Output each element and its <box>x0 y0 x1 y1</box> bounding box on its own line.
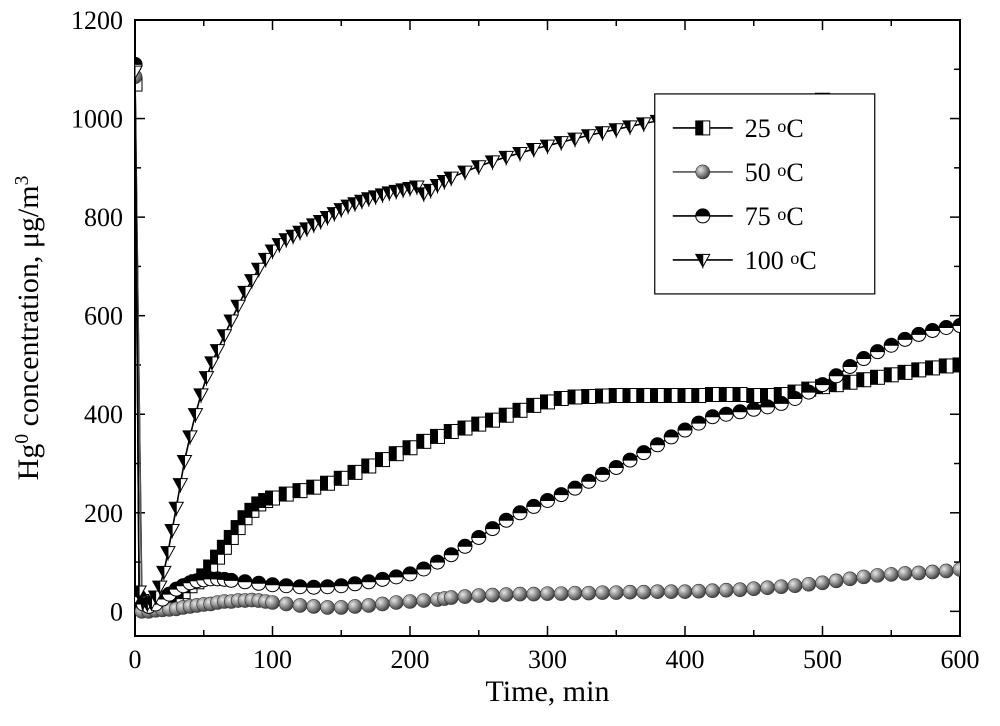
svg-text:25 oC: 25 oC <box>745 114 804 143</box>
svg-text:500: 500 <box>803 645 842 674</box>
svg-text:Time, min: Time, min <box>486 675 610 708</box>
svg-text:800: 800 <box>84 203 123 232</box>
svg-text:200: 200 <box>84 499 123 528</box>
svg-text:75 oC: 75 oC <box>745 202 804 231</box>
svg-text:100: 100 <box>253 645 292 674</box>
svg-text:200: 200 <box>391 645 430 674</box>
chart-container: 0 100 200 300 400 500 600 0 200 400 600 800 1000 1200… <box>0 0 1000 726</box>
chart-svg: 0 100 200 300 400 500 600 0 200 400 600 800 1000 1200… <box>0 0 1000 726</box>
svg-text:0: 0 <box>110 597 123 626</box>
svg-text:400: 400 <box>666 645 705 674</box>
svg-text:1000: 1000 <box>71 105 123 134</box>
svg-text:Hg0 concentration, μg/m3: Hg0 concentration, μg/m3 <box>12 176 46 481</box>
svg-text:0: 0 <box>129 645 142 674</box>
svg-text:400: 400 <box>84 400 123 429</box>
svg-text:1200: 1200 <box>71 6 123 35</box>
svg-text:100 oC: 100 oC <box>745 246 817 275</box>
svg-text:50 oC: 50 oC <box>745 158 804 187</box>
svg-text:600: 600 <box>941 645 980 674</box>
svg-text:300: 300 <box>528 645 567 674</box>
svg-text:600: 600 <box>84 302 123 331</box>
